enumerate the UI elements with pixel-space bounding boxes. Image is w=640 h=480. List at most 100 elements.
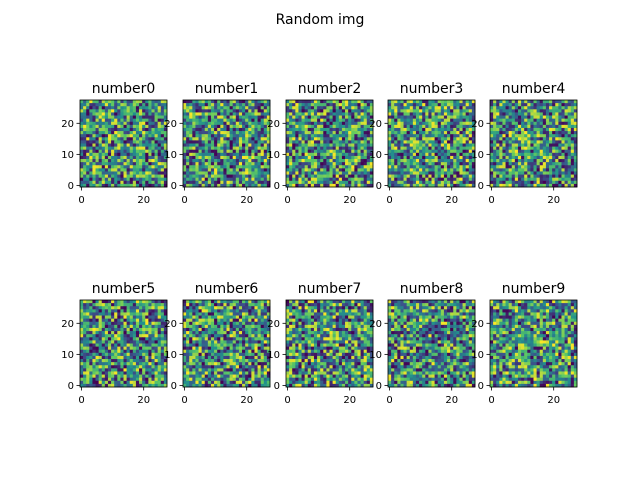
heatmap-cell	[117, 349, 121, 354]
heatmap-cell	[490, 134, 494, 138]
heatmap-cell	[157, 362, 162, 366]
heatmap-cell	[120, 127, 124, 132]
heatmap-cell	[217, 140, 221, 144]
heatmap-cell	[157, 183, 162, 188]
heatmap-cell	[223, 312, 227, 316]
heatmap-cell	[388, 140, 392, 144]
heatmap-cell	[260, 112, 265, 116]
heatmap-cell	[260, 300, 265, 304]
heatmap-cell	[251, 183, 255, 188]
heatmap-cell	[561, 121, 565, 126]
heatmap-cell	[397, 140, 401, 144]
heatmap-cell	[260, 183, 265, 188]
heatmap-cell	[539, 109, 544, 113]
heatmap-cell	[232, 115, 237, 119]
heatmap-cell	[223, 162, 227, 166]
x-tick-label: 20	[343, 195, 356, 206]
heatmap-cell	[139, 103, 143, 107]
heatmap-cell	[120, 115, 124, 119]
heatmap-cell	[123, 321, 127, 326]
heatmap-cell	[111, 300, 115, 304]
heatmap-cell	[462, 140, 467, 144]
heatmap-cell	[132, 318, 137, 323]
heatmap-cell	[101, 162, 106, 166]
heatmap-cell	[201, 155, 206, 160]
heatmap-cell	[183, 183, 187, 188]
heatmap-cell	[89, 121, 93, 126]
heatmap-cell	[447, 180, 451, 185]
heatmap-cell	[545, 100, 550, 104]
heatmap-cell	[490, 168, 494, 172]
heatmap-cell	[530, 168, 534, 172]
heatmap-cell	[242, 180, 246, 185]
heatmap-cell	[229, 100, 234, 104]
heatmap-cell	[86, 377, 90, 382]
heatmap-cell	[545, 171, 550, 175]
heatmap-cell	[257, 121, 262, 126]
heatmap-cell	[92, 140, 96, 144]
heatmap-cell	[490, 103, 494, 107]
heatmap-cell	[447, 162, 451, 166]
heatmap-cell	[145, 171, 149, 175]
heatmap-cell	[83, 340, 87, 344]
heatmap-cell	[145, 137, 149, 141]
heatmap-cell	[549, 159, 553, 163]
heatmap-cell	[111, 183, 115, 188]
heatmap-cell	[496, 146, 500, 151]
heatmap-cell	[447, 100, 451, 104]
heatmap-cell	[142, 171, 146, 175]
x-tick-label: 0	[181, 195, 187, 206]
heatmap-cell	[573, 131, 578, 135]
heatmap-cell	[329, 137, 333, 141]
heatmap-cell	[186, 318, 190, 323]
heatmap-cell	[323, 180, 327, 185]
heatmap-cell	[157, 143, 162, 147]
heatmap-cell	[406, 134, 411, 138]
heatmap-cell	[198, 146, 202, 151]
heatmap-cell	[80, 155, 84, 160]
heatmap-cell	[163, 106, 168, 110]
heatmap-cell	[419, 127, 423, 132]
heatmap-cell	[257, 165, 262, 169]
heatmap-cell	[354, 174, 358, 179]
heatmap-cell	[214, 103, 218, 107]
heatmap-cell	[295, 115, 299, 119]
heatmap-cell	[545, 121, 550, 126]
heatmap-cell	[490, 106, 494, 110]
heatmap-cell	[210, 174, 215, 179]
heatmap-cell	[524, 112, 528, 116]
heatmap-cell	[533, 159, 537, 163]
heatmap-cell	[207, 303, 212, 307]
heatmap-cell	[320, 152, 324, 157]
heatmap-cell	[220, 174, 224, 179]
heatmap-cell	[101, 334, 106, 338]
heatmap-cell	[189, 149, 193, 154]
heatmap-cell	[533, 140, 537, 144]
heatmap-cell	[229, 300, 234, 304]
heatmap-cell	[98, 174, 103, 179]
heatmap-cell	[157, 124, 162, 129]
heatmap-cell	[437, 140, 442, 144]
heatmap-cell	[83, 309, 87, 313]
heatmap-cell	[80, 174, 84, 179]
heatmap-cell	[107, 149, 112, 154]
heatmap-cell	[360, 183, 365, 188]
heatmap-cell	[132, 165, 137, 169]
heatmap-cell	[351, 149, 355, 154]
heatmap-cell	[189, 312, 193, 316]
heatmap-cell	[443, 109, 448, 113]
heatmap-cell	[558, 152, 562, 157]
heatmap-cell	[107, 346, 112, 351]
heatmap-cell	[360, 152, 365, 157]
heatmap-cell	[226, 124, 230, 129]
heatmap-cell	[92, 368, 96, 372]
heatmap-cell	[561, 168, 565, 172]
heatmap-cell	[126, 131, 131, 135]
heatmap-cell	[326, 106, 330, 110]
heatmap-cell	[391, 137, 395, 141]
heatmap-cell	[151, 346, 155, 351]
heatmap-cell	[354, 143, 358, 147]
heatmap-cell	[490, 100, 494, 104]
heatmap-cell	[148, 371, 152, 375]
heatmap-cell	[397, 165, 401, 169]
